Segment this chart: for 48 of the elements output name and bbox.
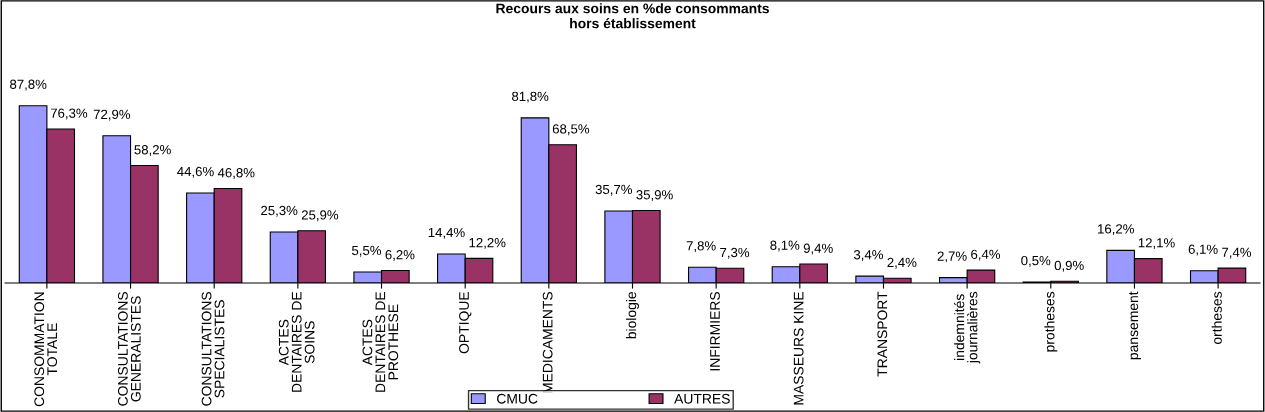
data-label: 12,1% (1138, 238, 1175, 250)
data-label: 3,4% (853, 250, 884, 261)
x-tick-label: indemnités journalières (953, 291, 981, 364)
data-label: 8,1% (770, 240, 800, 252)
data-label: 46,8% (217, 168, 255, 179)
data-label: 2,4% (887, 257, 917, 269)
x-tick-label: pansement (1129, 291, 1141, 360)
legend-label: AUTRES (674, 393, 730, 404)
x-tick-label: protheses (1044, 291, 1058, 352)
x-tick-label: ACTES DENTAIRES DE PROTHESE (362, 291, 399, 392)
data-label: 16,2% (1098, 224, 1134, 236)
data-label: 35,7% (595, 184, 633, 196)
x-tick-label: ortheses (1211, 291, 1222, 345)
data-label: 81,8% (512, 91, 549, 103)
x-tick-label: INFIRMIERS (710, 292, 720, 371)
data-label: 7,8% (686, 241, 716, 253)
data-label: 6,1% (1188, 244, 1218, 256)
data-label: 35,9% (636, 190, 673, 201)
x-tick-label: OPTIQUE (459, 291, 472, 354)
data-label: 68,5% (552, 124, 590, 136)
data-label: 7,4% (1222, 247, 1252, 259)
data-label: 2,7% (937, 251, 967, 263)
data-label: 44,6% (177, 166, 214, 178)
data-label: 0,5% (1021, 255, 1051, 267)
x-tick-label: TRANSPORT (877, 291, 888, 377)
x-tick-label: CONSOMMATION TOTALE (34, 292, 58, 407)
data-label: 0,9% (1054, 260, 1084, 272)
legend-label: CMUC (497, 393, 538, 404)
data-label: 5,5% (351, 245, 382, 257)
data-label: 9,4% (803, 243, 833, 255)
x-tick-label: MASSEURS KINE (793, 291, 804, 405)
x-tick-label: CONSULTATIONS SPECIALISTES (201, 292, 225, 406)
data-label: 72,9% (93, 109, 131, 121)
data-label: 14,4% (428, 227, 465, 239)
x-tick-label: MEDICAMENTS (542, 292, 553, 393)
data-label: 25,3% (261, 205, 298, 217)
data-label: 76,3% (50, 108, 88, 120)
data-label: 7,3% (720, 247, 750, 259)
data-label: 6,2% (385, 250, 415, 261)
data-label: 87,8% (10, 79, 47, 91)
x-tick-label: ACTES DENTAIRES DE SOINS (278, 291, 315, 392)
data-label: 6,4% (971, 249, 1001, 261)
x-tick-label: biologie (626, 291, 639, 339)
data-label: 25,9% (301, 210, 339, 222)
x-tick-label: CONSULTATIONS GENERALISTES (117, 292, 141, 406)
chart-title: Recours aux soins en %de consommants hors établissement (496, 3, 769, 29)
data-label: 12,2% (469, 237, 506, 249)
data-label: 58,2% (134, 145, 171, 156)
